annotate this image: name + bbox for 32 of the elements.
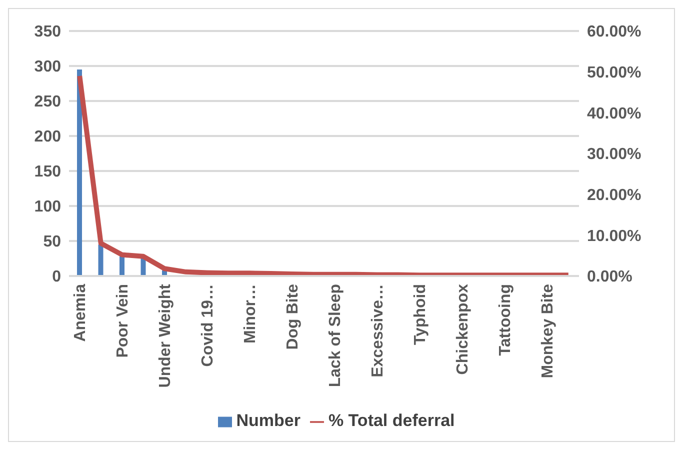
y2-tick-label: 10.00% (587, 228, 642, 245)
x-tick-label: Tattooing (496, 284, 514, 356)
y2-tick-label: 40.00% (587, 105, 642, 122)
y-tick-label: 200 (34, 128, 62, 146)
x-tick-label: Minor… (242, 284, 259, 344)
legend-label: % Total deferral (328, 411, 455, 430)
y-tick-label: 0 (52, 268, 62, 286)
bar (120, 256, 124, 276)
y-tick-label: 100 (34, 198, 62, 216)
y2-tick-label: 50.00% (587, 64, 642, 82)
x-tick-label: Covid 19… (199, 284, 216, 367)
y2-tick-label: 30.00% (587, 146, 642, 164)
x-tick-label: Poor Vein (114, 284, 132, 358)
bar (77, 70, 82, 276)
y-tick-label: 50 (43, 234, 62, 251)
x-tick-label: Dog Bite (284, 284, 302, 350)
legend-label: Number (236, 411, 300, 430)
x-tick-label: Excessive… (369, 284, 386, 378)
y-tick-label: 250 (34, 94, 62, 111)
y2-tick-label: 0.00% (587, 268, 632, 286)
x-tick-label: Anemia (72, 284, 89, 342)
y2-tick-label: 20.00% (587, 187, 642, 204)
y-tick-label: 350 (34, 24, 62, 41)
x-tick-label: Monkey Bite (539, 284, 556, 378)
y2-tick-label: 60.00% (587, 24, 642, 41)
bar (98, 244, 104, 276)
x-tick-label: Typhoid (412, 284, 429, 346)
x-tick-label: Chickenpox (454, 284, 472, 375)
x-tick-label: Lack of Sleep (326, 284, 344, 388)
y-tick-label: 150 (34, 164, 62, 181)
x-tick-label: Under Weight (156, 283, 174, 388)
y-tick-label: 300 (34, 58, 62, 76)
